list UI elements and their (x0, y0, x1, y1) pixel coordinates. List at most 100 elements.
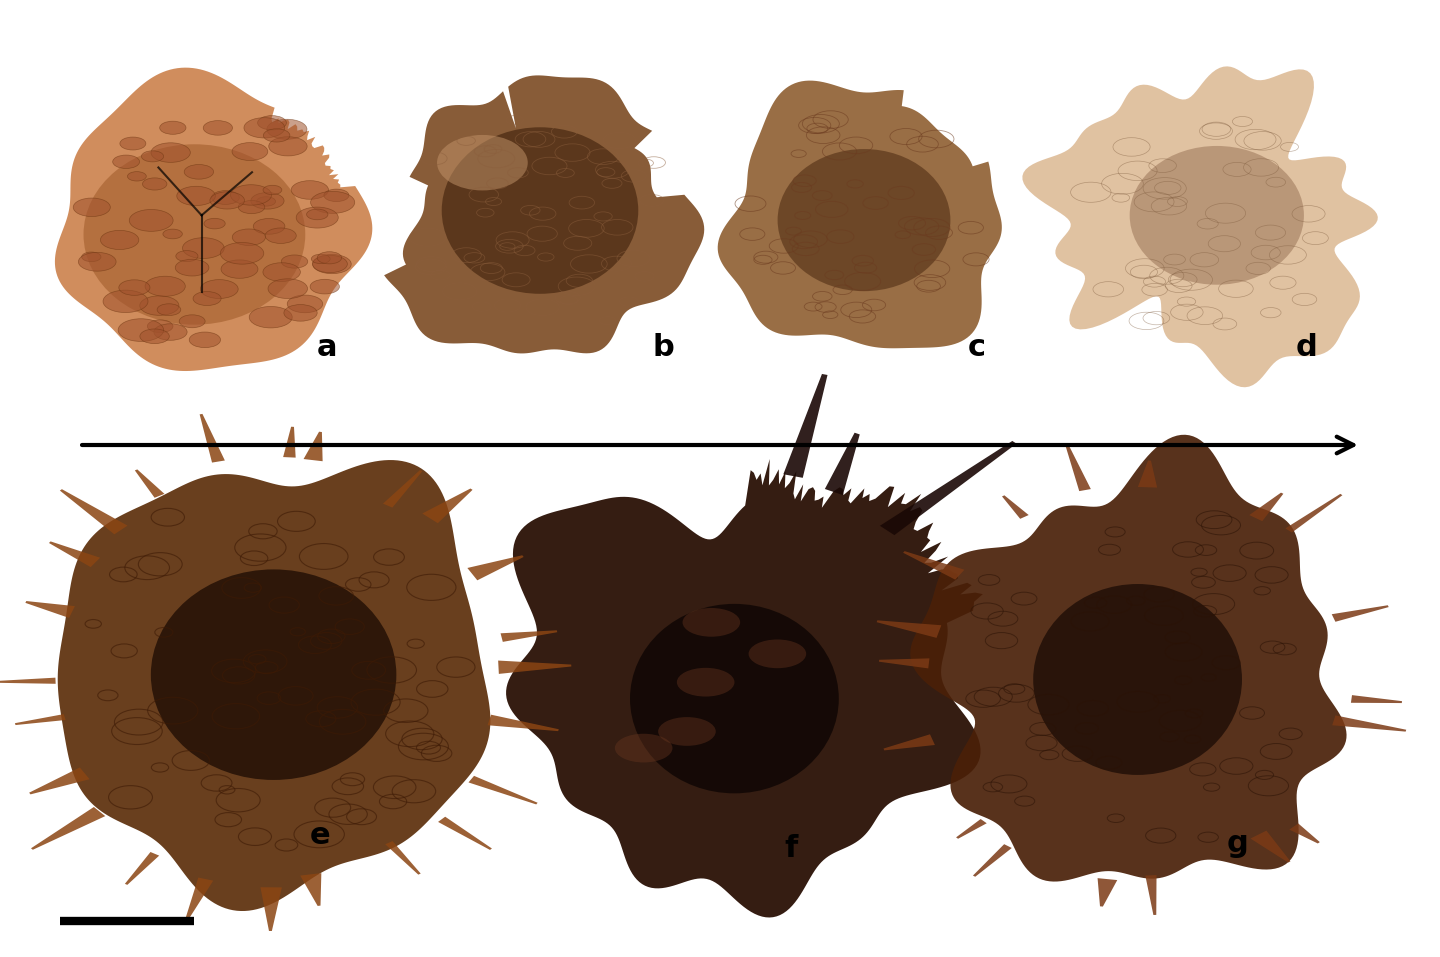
Polygon shape (468, 776, 537, 805)
Ellipse shape (249, 306, 292, 328)
Ellipse shape (118, 319, 164, 342)
Ellipse shape (212, 190, 239, 205)
Text: b: b (652, 333, 674, 362)
Ellipse shape (266, 120, 307, 140)
Polygon shape (903, 551, 965, 580)
Ellipse shape (297, 207, 338, 228)
Ellipse shape (311, 255, 330, 263)
Ellipse shape (73, 198, 111, 216)
Ellipse shape (265, 228, 297, 243)
Polygon shape (125, 852, 160, 885)
Polygon shape (973, 844, 1012, 877)
Ellipse shape (112, 155, 140, 168)
PathPatch shape (1022, 66, 1378, 388)
Polygon shape (184, 878, 213, 921)
Ellipse shape (268, 278, 308, 299)
Ellipse shape (130, 210, 173, 232)
Ellipse shape (683, 608, 740, 636)
Polygon shape (783, 374, 828, 478)
Polygon shape (1289, 823, 1320, 843)
Ellipse shape (203, 121, 232, 135)
Ellipse shape (258, 116, 287, 130)
Ellipse shape (284, 304, 317, 322)
Ellipse shape (264, 186, 282, 194)
Text: a: a (317, 333, 337, 362)
Ellipse shape (677, 668, 734, 697)
Ellipse shape (312, 256, 347, 273)
Ellipse shape (143, 178, 167, 190)
Ellipse shape (281, 255, 308, 268)
Polygon shape (1064, 443, 1092, 491)
Polygon shape (1138, 460, 1158, 487)
Ellipse shape (317, 252, 341, 264)
Ellipse shape (307, 209, 328, 220)
Ellipse shape (1129, 145, 1305, 284)
Ellipse shape (238, 200, 265, 213)
PathPatch shape (717, 80, 1002, 348)
Ellipse shape (160, 122, 186, 134)
Ellipse shape (193, 292, 222, 305)
Polygon shape (880, 441, 1017, 535)
Ellipse shape (230, 185, 272, 205)
Polygon shape (49, 542, 101, 568)
Text: g: g (1227, 829, 1248, 857)
Polygon shape (200, 414, 225, 462)
Ellipse shape (183, 237, 225, 258)
Ellipse shape (200, 279, 238, 299)
Ellipse shape (631, 604, 838, 793)
Ellipse shape (311, 191, 354, 213)
Ellipse shape (204, 218, 225, 229)
Text: d: d (1296, 333, 1318, 362)
Polygon shape (438, 816, 492, 850)
Polygon shape (261, 887, 282, 931)
Ellipse shape (140, 329, 170, 344)
Ellipse shape (177, 187, 216, 206)
Ellipse shape (157, 303, 181, 316)
Polygon shape (32, 807, 105, 850)
Polygon shape (1286, 494, 1342, 532)
Ellipse shape (84, 145, 305, 324)
Polygon shape (1097, 879, 1117, 906)
Ellipse shape (749, 639, 806, 668)
Ellipse shape (312, 255, 351, 274)
Ellipse shape (220, 242, 264, 264)
Polygon shape (300, 873, 321, 906)
Polygon shape (1002, 496, 1028, 519)
Polygon shape (383, 470, 422, 507)
Ellipse shape (324, 189, 348, 202)
Text: f: f (785, 834, 798, 862)
Polygon shape (14, 714, 66, 725)
Ellipse shape (127, 171, 147, 181)
Ellipse shape (141, 151, 164, 162)
Polygon shape (304, 432, 323, 461)
Polygon shape (884, 734, 935, 750)
PathPatch shape (505, 459, 984, 918)
Ellipse shape (78, 253, 117, 271)
Polygon shape (878, 658, 929, 668)
Ellipse shape (442, 127, 638, 294)
Ellipse shape (163, 229, 183, 239)
Ellipse shape (291, 181, 328, 199)
Ellipse shape (253, 218, 285, 234)
Polygon shape (1145, 875, 1156, 915)
PathPatch shape (55, 68, 373, 371)
Ellipse shape (264, 129, 289, 142)
Ellipse shape (154, 323, 187, 341)
PathPatch shape (384, 76, 704, 353)
Ellipse shape (82, 252, 101, 261)
Ellipse shape (151, 143, 190, 163)
Text: e: e (310, 821, 330, 850)
Ellipse shape (287, 295, 323, 313)
Ellipse shape (140, 296, 179, 316)
Ellipse shape (243, 118, 285, 138)
Polygon shape (386, 841, 420, 875)
Ellipse shape (145, 277, 186, 297)
Polygon shape (877, 620, 942, 638)
Ellipse shape (101, 231, 138, 250)
Ellipse shape (176, 259, 209, 276)
Ellipse shape (176, 251, 197, 261)
Polygon shape (468, 555, 524, 580)
Polygon shape (488, 715, 559, 731)
Polygon shape (1332, 605, 1388, 622)
Ellipse shape (251, 192, 284, 209)
